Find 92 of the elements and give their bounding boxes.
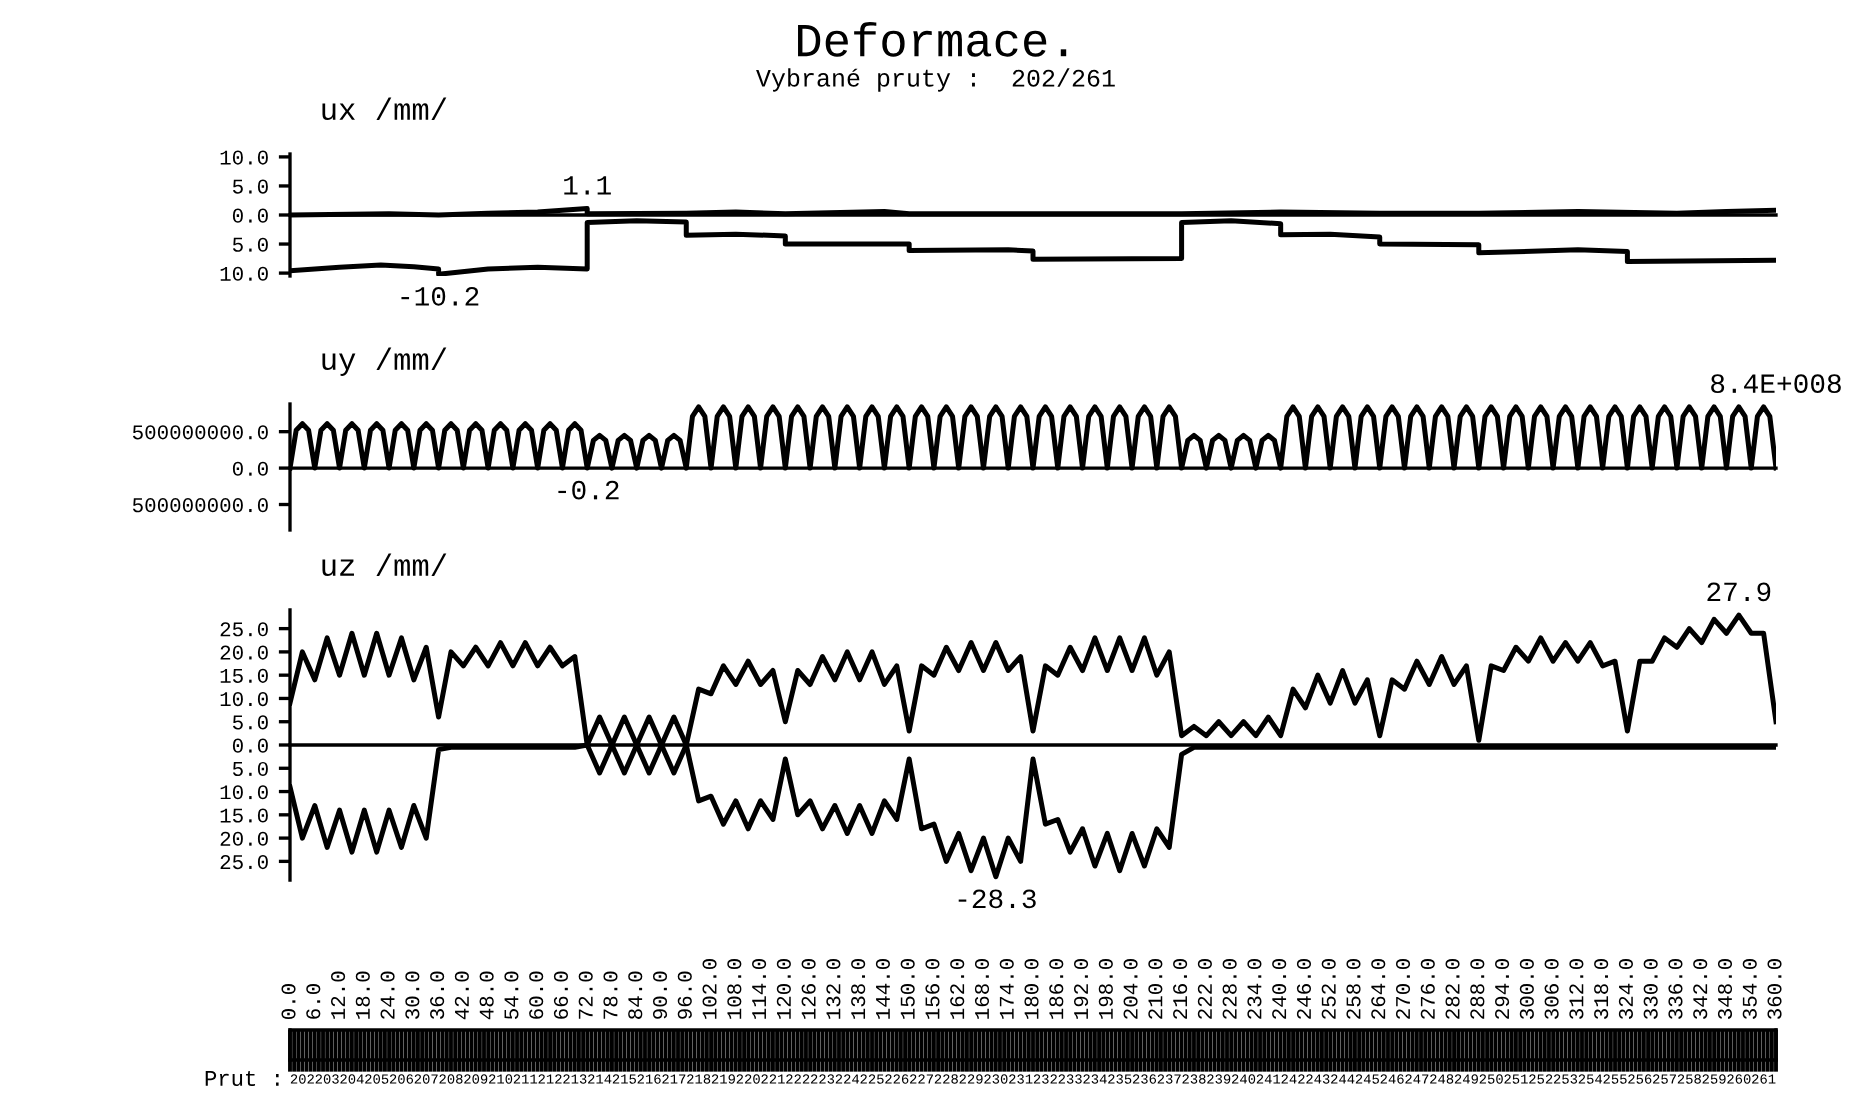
x-tick-label: 246.0 bbox=[1296, 959, 1312, 1019]
x-tick-label: 84.0 bbox=[628, 971, 643, 1019]
y-tick-label: 0.0 bbox=[232, 738, 268, 753]
x-tick-label: 252.0 bbox=[1321, 959, 1336, 1019]
annotation: 27.9 bbox=[1707, 582, 1771, 602]
x-tick-label: 282.0 bbox=[1445, 959, 1460, 1019]
x-tick-label: 300.0 bbox=[1519, 959, 1534, 1019]
x-tick-label: 66.0 bbox=[553, 971, 569, 1019]
x-tick-label: 156.0 bbox=[925, 959, 940, 1019]
x-tick-label: 192.0 bbox=[1073, 959, 1089, 1019]
x-tick-label: 6.0 bbox=[306, 984, 321, 1019]
y-tick-label: 500000000.0 bbox=[132, 425, 268, 440]
y-axis-title: ux /mm/ bbox=[322, 97, 447, 120]
x-tick-label: 204.0 bbox=[1123, 959, 1138, 1019]
x-tick-label: 162.0 bbox=[950, 959, 965, 1019]
x-axis-title: Prut : bbox=[205, 1070, 279, 1086]
y-tick-label: 20.0 bbox=[220, 831, 268, 846]
x-tick-label: 36.0 bbox=[430, 971, 445, 1019]
x-tick-label: 150.0 bbox=[900, 959, 915, 1019]
y-tick-label: 25.0 bbox=[220, 854, 268, 870]
x-tick-label: 354.0 bbox=[1742, 959, 1757, 1019]
x-tick-label: 294.0 bbox=[1495, 959, 1510, 1019]
y-tick-label: 10.0 bbox=[220, 266, 268, 281]
x-tick-label: 216.0 bbox=[1173, 959, 1188, 1019]
y-tick-label: 15.0 bbox=[220, 668, 268, 683]
x-tick-label: 90.0 bbox=[652, 971, 668, 1019]
chart-subtitle: Vybrané pruty : 202/261 bbox=[756, 68, 1115, 92]
y-tick-label: 10.0 bbox=[220, 692, 268, 707]
x-tick-label: 78.0 bbox=[603, 971, 618, 1019]
x-tick-label: 108.0 bbox=[727, 959, 742, 1019]
y-tick-label: 0.0 bbox=[232, 208, 268, 223]
y-tick-label: 10.0 bbox=[220, 785, 268, 800]
x-tick-label: 18.0 bbox=[355, 971, 370, 1019]
x-tick-label: 54.0 bbox=[504, 971, 519, 1019]
x-tick-label: 126.0 bbox=[801, 959, 816, 1019]
x-tick-label: 270.0 bbox=[1395, 959, 1411, 1019]
x-tick-label: 168.0 bbox=[974, 959, 990, 1019]
y-tick-label: 25.0 bbox=[220, 622, 268, 637]
y-tick-label: 10.0 bbox=[220, 150, 268, 165]
x-tick-label: 144.0 bbox=[875, 959, 890, 1019]
x-tick-label: 360.0 bbox=[1767, 959, 1782, 1019]
x-tick-label: 60.0 bbox=[529, 971, 544, 1019]
annotation: -10.2 bbox=[401, 286, 479, 306]
y-tick-label: 20.0 bbox=[220, 645, 268, 660]
x-tick-label: 330.0 bbox=[1643, 959, 1658, 1019]
x-tick-label: 222.0 bbox=[1197, 959, 1212, 1019]
x-tick-label: 312.0 bbox=[1569, 959, 1584, 1019]
x-tick-label: 318.0 bbox=[1594, 959, 1609, 1019]
x-tick-label: 102.0 bbox=[702, 959, 717, 1019]
annotation: -28.3 bbox=[958, 889, 1036, 909]
x-tick-label: 228.0 bbox=[1222, 959, 1237, 1019]
x-tick-label: 120.0 bbox=[776, 959, 791, 1019]
x-tick-label: 132.0 bbox=[826, 959, 841, 1019]
y-tick-label: 5.0 bbox=[232, 761, 268, 777]
x-tick-label: 0.0 bbox=[281, 984, 296, 1020]
y-axis-title: uy /mm/ bbox=[322, 347, 447, 376]
x-tick-label: 48.0 bbox=[479, 971, 494, 1020]
x-tick-label: 342.0 bbox=[1693, 959, 1708, 1019]
y-tick-label: 0.0 bbox=[232, 461, 268, 476]
x-tick-label: 234.0 bbox=[1247, 959, 1262, 1019]
x-tick-label: 174.0 bbox=[999, 959, 1014, 1019]
x-tick-label: 306.0 bbox=[1544, 959, 1559, 1019]
x-tick-label: 24.0 bbox=[380, 971, 395, 1019]
chart-title: Deformace. bbox=[798, 21, 1067, 57]
y-axis-title: uz /mm/ bbox=[322, 553, 447, 576]
x-tick-label: 348.0 bbox=[1717, 959, 1733, 1019]
x-tick-label: 96.0 bbox=[677, 971, 692, 1019]
x-tick-label: 42.0 bbox=[454, 971, 469, 1020]
x-tick-label: 264.0 bbox=[1371, 959, 1386, 1019]
annotation: 8.4E+008 bbox=[1711, 374, 1841, 394]
y-tick-label: 5.0 bbox=[232, 179, 268, 194]
x-tick-label: 198.0 bbox=[1098, 959, 1113, 1019]
x-tick-label: 210.0 bbox=[1148, 959, 1163, 1019]
x-tick-label: 12.0 bbox=[330, 971, 346, 1019]
x-tick-label: 276.0 bbox=[1420, 959, 1435, 1019]
x-tick-label: 240.0 bbox=[1272, 959, 1287, 1019]
y-tick-label: 5.0 bbox=[232, 715, 268, 730]
x-tick-label: 30.0 bbox=[405, 971, 420, 1019]
x-tick-label: 72.0 bbox=[578, 971, 593, 1019]
x-tick-label: 288.0 bbox=[1470, 959, 1485, 1019]
x-tick-label: 336.0 bbox=[1668, 959, 1683, 1019]
x-tick-label: 186.0 bbox=[1049, 959, 1064, 1019]
annotation: -0.2 bbox=[558, 480, 619, 500]
x-tick-label: 138.0 bbox=[851, 959, 866, 1019]
x-tick-label: 258.0 bbox=[1346, 959, 1361, 1019]
x-tick-label: 180.0 bbox=[1024, 959, 1039, 1019]
y-tick-label: 15.0 bbox=[220, 808, 268, 823]
annotation: 1.1 bbox=[564, 176, 611, 195]
y-tick-label: 500000000.0 bbox=[132, 498, 268, 513]
x-tick-label: 114.0 bbox=[752, 959, 767, 1019]
y-tick-label: 5.0 bbox=[232, 237, 268, 252]
x-tick-label: 324.0 bbox=[1618, 959, 1633, 1019]
